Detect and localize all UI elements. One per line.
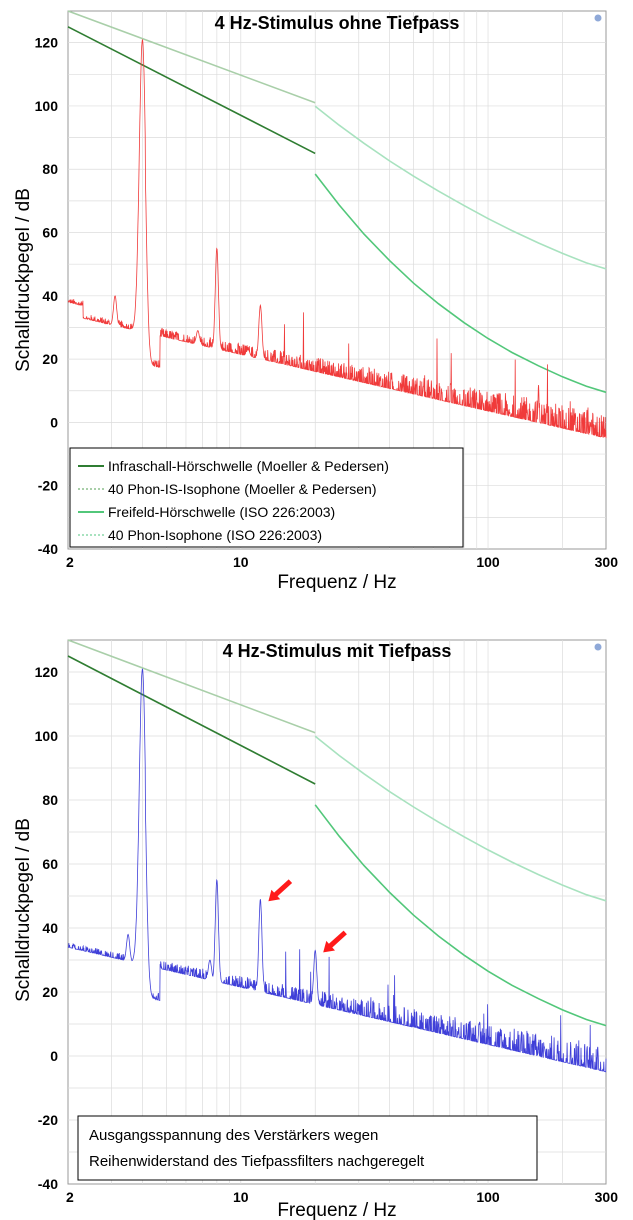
- y-tick-label: -20: [38, 1112, 58, 1128]
- spectrum-line-top: [67, 39, 607, 439]
- x-tick-label: 300: [595, 554, 619, 570]
- legend-label-is-isophone: 40 Phon-IS-Isophone (Moeller & Pedersen): [108, 481, 376, 497]
- x-tick-label: 10: [233, 1189, 249, 1205]
- x-axis-label-bottom: Frequenz / Hz: [277, 1200, 396, 1220]
- y-tick-label: 40: [42, 920, 58, 936]
- y-tick-label: 0: [50, 1048, 58, 1064]
- y-tick-label: 60: [42, 856, 58, 872]
- y-tick-label: 60: [42, 225, 58, 241]
- y-tick-label: 120: [35, 35, 59, 51]
- annotation-line-1: Ausgangsspannung des Verstärkers wegen: [89, 1127, 378, 1144]
- y-tick-label: 80: [42, 792, 58, 808]
- y-tick-label: 40: [42, 288, 58, 304]
- ff-threshold-curve: [314, 173, 607, 394]
- legend-box: [69, 447, 464, 548]
- is-threshold-curve: [67, 655, 316, 785]
- legend-label-ff-isophone: 40 Phon-Isophone (ISO 226:2003): [108, 527, 322, 543]
- x-tick-label: 2: [66, 1189, 74, 1205]
- cursor-icon: [594, 643, 602, 651]
- chart-top: 120 100 80 60 40 20 0 -20 -40 2 10 100 300 4 Hz-Sti…: [13, 10, 618, 593]
- spectrum-line-bottom: [67, 668, 607, 1073]
- curves-top: [67, 10, 607, 394]
- x-tick-label: 300: [595, 1189, 619, 1205]
- y-axis-label-top: Schalldruckpegel / dB: [13, 188, 34, 372]
- plot-area-bottom: [67, 639, 607, 1185]
- arrow-icon: [268, 879, 293, 902]
- y-tick-label: 20: [42, 351, 58, 367]
- chart-bottom: 120 100 80 60 40 20 0 -20 -40 2 10 100 300 4 Hz-Sti…: [13, 639, 618, 1220]
- curves-bottom: [67, 639, 607, 1027]
- y-tick-label: 100: [35, 728, 59, 744]
- ff-isophone-curve: [314, 105, 607, 270]
- y-axis-label-bottom: Schalldruckpegel / dB: [13, 818, 34, 1002]
- y-tick-label: 0: [50, 414, 58, 430]
- ff-threshold-curve: [314, 804, 607, 1027]
- annotation-line-2: Reihenwiderstand des Tiefpassfilters nac…: [89, 1153, 425, 1170]
- y-tick-label: -40: [38, 1176, 58, 1192]
- annotation-box: Ausgangsspannung des Verstärkers wegen R…: [77, 1115, 538, 1181]
- ff-isophone-curve: [314, 735, 607, 902]
- x-tick-label: 100: [476, 554, 500, 570]
- chart-title-top: 4 Hz-Stimulus ohne Tiefpass: [215, 13, 460, 33]
- x-tick-label: 10: [233, 554, 249, 570]
- y-tick-label: 100: [35, 98, 59, 114]
- y-tick-label: 80: [42, 161, 58, 177]
- annotation-arrows: [268, 879, 347, 953]
- legend-top: Infraschall-Hörschwelle (Moeller & Peder…: [69, 447, 464, 548]
- x-tick-label: 100: [476, 1189, 500, 1205]
- arrow-icon: [323, 930, 347, 953]
- is-isophone-curve: [67, 10, 316, 104]
- legend-label-is-threshold: Infraschall-Hörschwelle (Moeller & Peder…: [108, 458, 389, 474]
- x-axis-label-top: Frequenz / Hz: [277, 572, 396, 593]
- is-threshold-curve: [67, 26, 316, 155]
- chart-title-bottom: 4 Hz-Stimulus mit Tiefpass: [223, 641, 452, 661]
- y-tick-label: 120: [35, 664, 59, 680]
- y-ticks-top: 120 100 80 60 40 20 0 -20 -40: [35, 35, 59, 557]
- y-tick-label: 20: [42, 984, 58, 1000]
- x-ticks-bottom: 2 10 100 300: [66, 1189, 618, 1205]
- y-ticks-bottom: 120 100 80 60 40 20 0 -20 -40: [35, 664, 59, 1192]
- y-tick-label: -40: [38, 541, 58, 557]
- x-ticks-top: 2 10 100 300: [66, 554, 618, 570]
- y-tick-label: -20: [38, 478, 58, 494]
- x-tick-label: 2: [66, 554, 74, 570]
- is-isophone-curve: [67, 639, 316, 734]
- legend-label-ff-threshold: Freifeld-Hörschwelle (ISO 226:2003): [108, 504, 335, 520]
- cursor-icon: [594, 14, 602, 22]
